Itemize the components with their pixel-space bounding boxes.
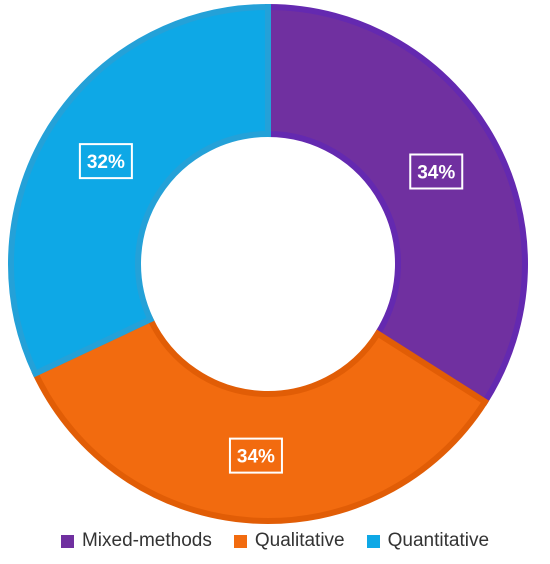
data-labels-layer: 34% 34% 32% <box>78 143 464 474</box>
data-label-box-qualitative <box>228 437 283 474</box>
data-label-mixed-methods: 34% <box>409 153 464 190</box>
donut-slice-mixed-methods <box>265 3 528 406</box>
legend-item-qualitative: Qualitative <box>233 530 345 552</box>
data-label-box-mixed-methods <box>409 153 464 190</box>
data-label-text-quantitative: 32% <box>87 152 125 173</box>
legend-swatch-quantitative <box>366 534 380 548</box>
legend-label-quantitative: Quantitative <box>387 530 490 551</box>
legend-swatch-mixed-methods <box>60 534 74 548</box>
data-label-text-mixed-methods: 34% <box>417 163 455 184</box>
donut-slice-quantitative <box>8 3 271 378</box>
data-label-text-qualitative: 34% <box>237 447 275 468</box>
legend-swatch-qualitative <box>233 534 247 548</box>
legend: Mixed-methods Qualitative Quantitative <box>0 526 550 556</box>
data-label-box-quantitative <box>78 143 133 180</box>
legend-label-mixed-methods: Mixed-methods <box>81 530 212 551</box>
slices-layer <box>8 3 528 524</box>
data-label-quantitative: 32% <box>78 143 133 180</box>
data-label-qualitative: 34% <box>228 437 283 474</box>
donut-slice-qualitative <box>31 315 490 524</box>
legend-label-qualitative: Qualitative <box>254 530 345 551</box>
legend-item-quantitative: Quantitative <box>366 530 490 552</box>
legend-item-mixed-methods: Mixed-methods <box>60 530 212 552</box>
